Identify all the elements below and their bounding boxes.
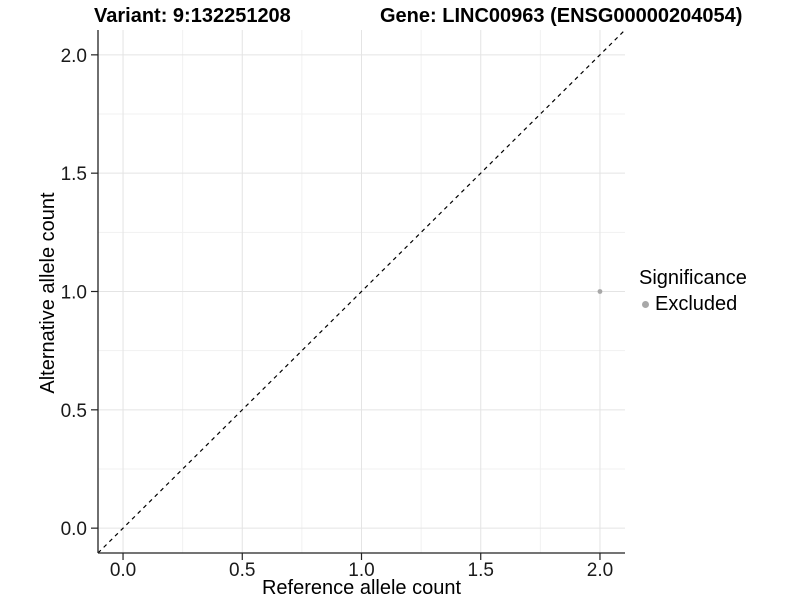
y-tick-label: 1.5 [61,164,87,185]
y-tick-label: 1.0 [61,283,87,304]
legend-item-label: Excluded [655,293,738,315]
x-axis-title: Reference allele count [261,577,461,599]
y-tick-label: 0.5 [61,401,87,422]
y-axis-title: Alternative allele count [37,192,59,394]
legend: Significance Excluded [637,267,747,316]
x-tick-label: 0.5 [229,560,255,581]
x-tick-label: 1.0 [348,560,374,581]
x-tick-label: 1.5 [468,560,494,581]
plot-title-gene: Gene: LINC00963 (ENSG00000204054) [380,5,743,27]
legend-point-icon [642,301,649,308]
x-tick-label: 2.0 [587,560,613,581]
identity-reference-line [97,29,626,554]
x-tick-label: 0.0 [110,560,136,581]
data-point [597,289,603,294]
y-tick-label: 0.0 [61,519,87,540]
plot-title-variant: Variant: 9:132251208 [94,5,291,27]
legend-title: Significance [639,267,747,289]
legend-items: Excluded [637,293,747,316]
y-tick-label: 2.0 [61,46,87,67]
legend-item: Excluded [637,293,747,316]
